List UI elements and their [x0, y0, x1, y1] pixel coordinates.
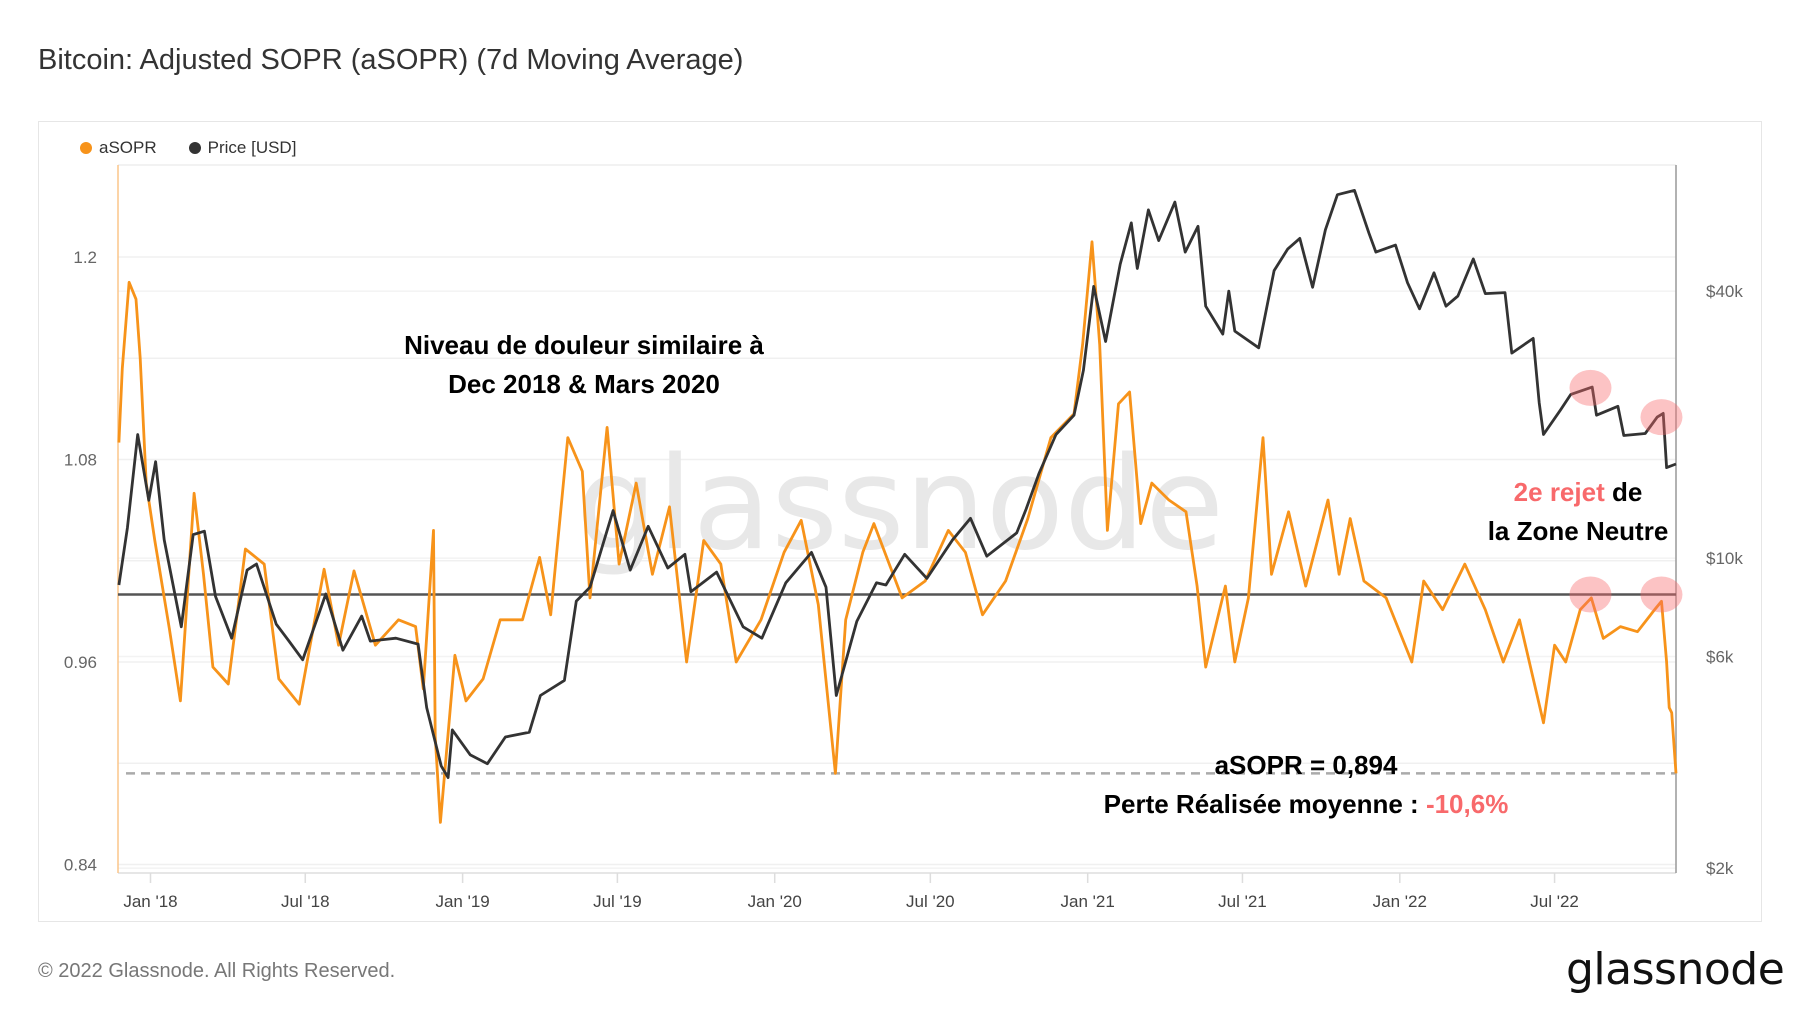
y-right-tick-label: $6k	[1706, 648, 1734, 667]
watermark: glassnode	[576, 430, 1224, 579]
highlight-circle	[1569, 369, 1612, 406]
y-right-tick-label: $10k	[1706, 549, 1743, 568]
glassnode-logo[interactable]: glassnode	[1566, 944, 1785, 995]
highlights	[1569, 369, 1683, 613]
annotation-current-asopr: aSOPR = 0,894 Perte Réalisée moyenne : -…	[1104, 746, 1509, 824]
annotation-pain-level: Niveau de douleur similaire à Dec 2018 &…	[404, 326, 764, 404]
highlight-circle	[1569, 576, 1612, 613]
annotation-loss-label: Perte Réalisée moyenne :	[1103, 789, 1426, 819]
legend-label: aSOPR	[99, 138, 157, 157]
chart-title: Bitcoin: Adjusted SOPR (aSOPR) (7d Movin…	[38, 44, 744, 76]
x-tick-label: Jan '22	[1373, 892, 1427, 911]
y-right-tick-label: $40k	[1706, 282, 1743, 301]
annotation-rejection: 2e rejet de la Zone Neutre	[1488, 473, 1669, 551]
annotation-loss-value: -10,6%	[1425, 789, 1509, 819]
highlight-circle	[1640, 576, 1683, 613]
x-tick-label: Jan '18	[123, 892, 177, 911]
chart-frame	[38, 121, 1762, 922]
orange-dot-icon	[80, 142, 92, 154]
x-tick-label: Jan '21	[1061, 892, 1115, 911]
annotation-red-text: 2e rejet	[1513, 477, 1605, 507]
y-left-tick-label: 1.08	[64, 451, 97, 470]
y-left-tick-label: 0.96	[64, 653, 97, 672]
y-left-tick-label: 0.84	[64, 856, 97, 875]
series	[117, 189, 1678, 824]
annotation-text: de	[1604, 477, 1643, 507]
x-tick-label: Jan '20	[748, 892, 802, 911]
annotation-line: Dec 2018 & Mars 2020	[448, 369, 720, 399]
x-tick-label: Jul '18	[281, 892, 330, 911]
legend: aSOPR Price [USD]	[80, 138, 296, 158]
y-right-tick-label: $2k	[1706, 859, 1734, 878]
highlight-circle	[1640, 399, 1683, 436]
x-tick-label: Jul '22	[1530, 892, 1579, 911]
x-tick-label: Jan '19	[435, 892, 489, 911]
legend-item-price[interactable]: Price [USD]	[188, 138, 297, 158]
copyright: © 2022 Glassnode. All Rights Reserved.	[38, 960, 396, 982]
black-dot-icon	[188, 142, 201, 154]
x-tick-label: Jul '21	[1218, 892, 1267, 911]
legend-item-asopr[interactable]: aSOPR	[80, 138, 157, 158]
gridlines	[118, 164, 1676, 869]
x-tick-label: Jul '19	[593, 892, 642, 911]
annotation-line: la Zone Neutre	[1487, 516, 1669, 546]
x-tick-label: Jul '20	[906, 892, 955, 911]
y-left-tick-label: 1.2	[73, 248, 97, 267]
price-line	[117, 189, 1677, 779]
legend-label: Price [USD]	[207, 138, 297, 157]
annotation-line: Niveau de douleur similaire à	[404, 330, 764, 360]
annotation-asopr-value: aSOPR = 0,894	[1214, 750, 1398, 780]
reference-lines	[118, 593, 1676, 775]
